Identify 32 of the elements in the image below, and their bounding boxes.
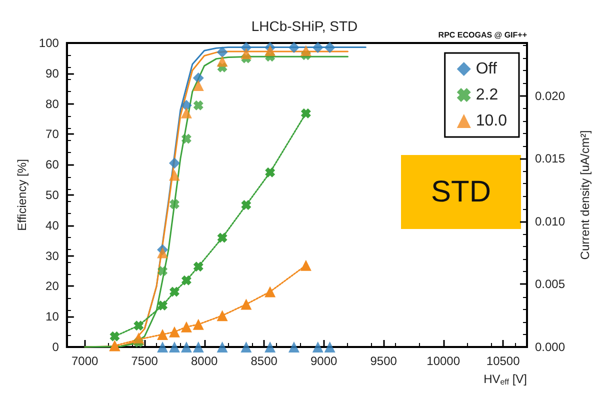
legend-label: 2.2	[476, 86, 498, 104]
y2-tick-label: 0.015	[535, 152, 566, 166]
x-tick-label: 8500	[250, 354, 278, 368]
y2-tick-label: 0.010	[535, 214, 566, 228]
y2-tick-label: 0.020	[535, 88, 566, 103]
legend-label: Off	[476, 60, 498, 78]
x-tick-label: 7000	[71, 354, 99, 368]
x-tick-label: 9500	[370, 354, 398, 368]
y2-tick-label: 0.005	[535, 277, 566, 292]
y-tick-label: 0	[52, 340, 60, 354]
y-tick-label: 90	[46, 66, 60, 80]
y-tick-label: 40	[46, 218, 60, 232]
y-tick-label: 70	[46, 127, 60, 142]
y-axis-title: Efficiency [%]	[15, 159, 29, 231]
chart-title: LHCb-SHiP, STD	[251, 18, 358, 34]
x-tick-label: 10000	[426, 354, 460, 368]
x-tick-label: 8000	[190, 354, 218, 368]
y-tick-label: 100	[38, 36, 60, 50]
y-tick-label: 50	[46, 188, 60, 202]
y-tick-label: 20	[46, 279, 60, 294]
y-tick-label: 30	[46, 248, 60, 263]
text: RPC ECOGAS @ GIF++	[438, 30, 528, 40]
y2-axis-title: Current density [uA/cm²]	[578, 130, 592, 260]
x-tick-label: 9000	[310, 354, 338, 368]
legend-label: 10.0	[476, 112, 508, 130]
y-tick-label: 80	[46, 96, 60, 111]
y-tick-label: 10	[46, 310, 60, 324]
y-tick-label: 60	[46, 158, 60, 172]
x-tick-label: 7500	[131, 354, 158, 368]
x-tick-label: 10500	[486, 354, 520, 368]
y2-tick-label: 0.000	[535, 340, 566, 354]
annotation: STD	[431, 176, 491, 208]
